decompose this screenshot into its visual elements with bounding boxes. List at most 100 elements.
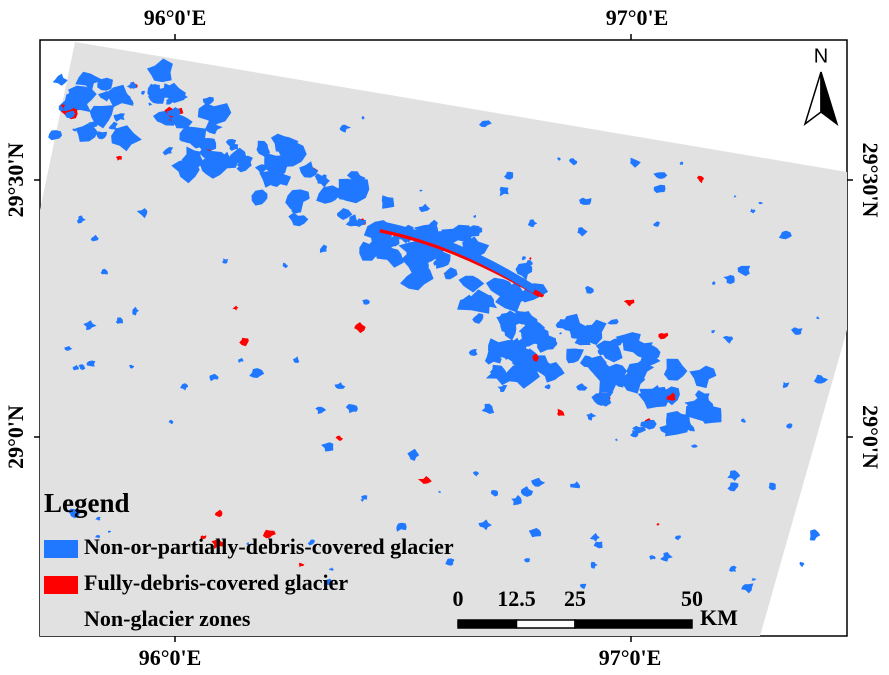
glacier-patch [528, 528, 542, 538]
glacier-patch [630, 157, 641, 168]
lon-label: 96°0'E [144, 5, 207, 30]
glacier-patch [555, 321, 565, 328]
legend-label: Non-glacier zones [84, 606, 251, 631]
glacier-patch [288, 212, 309, 227]
glacier-patch [675, 413, 691, 426]
glacier-patch [298, 562, 305, 568]
glacier-patch [751, 577, 757, 581]
glacier-patch [441, 224, 472, 246]
glacier-patch [419, 189, 423, 192]
glacier-patch [585, 285, 594, 294]
glacier-patch [473, 214, 477, 218]
glacier-patch [495, 280, 532, 313]
glacier-patch [293, 356, 300, 363]
glacier-patch [236, 158, 251, 173]
glacier-patch [246, 542, 250, 546]
glacier-patch [359, 241, 379, 261]
glacier-patch [596, 391, 614, 407]
glacier-patch [607, 319, 619, 325]
glacier-patch [86, 360, 96, 367]
glacier-patch [136, 208, 148, 219]
glacier-patch [132, 306, 139, 316]
glacier-patch [590, 561, 598, 569]
glacier-patch [527, 219, 538, 228]
glacier-patch [557, 157, 561, 161]
glacier-patch [329, 567, 334, 571]
glacier-patch [214, 151, 239, 170]
glacier-patch [653, 172, 668, 179]
glacier-patch [497, 312, 522, 335]
glacier-patch [786, 423, 793, 429]
glacier-patch [623, 299, 635, 307]
glacier-patch [413, 245, 445, 262]
glacier-patch [690, 444, 698, 448]
glacier-patch [589, 532, 600, 542]
glacier-patch [126, 128, 130, 132]
glacier-patch [148, 102, 153, 106]
legend: Non-or-partially-debris-covered glacier F… [44, 534, 454, 631]
glacier-patch [90, 234, 99, 242]
glacier-patch [537, 335, 557, 353]
terrain [40, 42, 847, 636]
glacier-patch [592, 361, 614, 381]
glacier-patch [282, 262, 288, 269]
glacier-patch [511, 495, 522, 506]
glacier-patch [438, 490, 441, 493]
glacier-patch [539, 293, 545, 298]
glacier-trunk [379, 221, 538, 294]
glacier-patch [214, 509, 223, 518]
glacier-patch [126, 82, 137, 89]
glacier-patch [458, 275, 485, 293]
scale-unit: KM [700, 605, 738, 630]
glacier-patch [319, 244, 328, 253]
glacier-patch [768, 482, 776, 491]
glacier-patch [400, 264, 434, 291]
glacier-patch [445, 558, 455, 566]
glacier-patch [524, 558, 531, 563]
glacier-patch [479, 120, 492, 128]
glacier-patch [737, 265, 751, 277]
glacier-patch [360, 495, 368, 501]
glacier-patch [361, 116, 365, 120]
glacier-patch [204, 119, 223, 135]
glacier-patch [666, 392, 676, 401]
glacier-patch [95, 516, 101, 521]
glacier-patch [658, 332, 669, 340]
north-label: N [814, 45, 828, 67]
glacier-patch [614, 376, 630, 388]
glacier-patch [520, 486, 534, 497]
legend-swatch [44, 576, 78, 594]
glacier-patch [566, 348, 584, 364]
lon-label: 97°0'E [599, 645, 662, 670]
glacier-patch [679, 161, 684, 165]
glacier-patch [630, 429, 640, 438]
glacier-patch [576, 383, 588, 391]
glacier-patch [531, 477, 546, 487]
glacier-patch [497, 384, 508, 392]
glacier-patch [504, 171, 514, 180]
glacier-patch [457, 289, 490, 314]
glacier-patch [472, 471, 480, 477]
glacier-patch [640, 345, 661, 361]
glacier-patch [544, 384, 551, 390]
glacier-patch [689, 365, 717, 389]
glacier-patch [640, 419, 657, 430]
lon-label: 97°0'E [606, 5, 669, 30]
glacier-patch [782, 381, 790, 389]
glacier-patch [396, 522, 407, 532]
glacier-patch [108, 121, 119, 131]
legend-label: Fully-debris-covered glacier [84, 570, 348, 595]
glacier-patch [407, 448, 420, 461]
glacier-patch [663, 358, 688, 381]
glacier-patch [741, 583, 754, 594]
glacier-patch [68, 508, 81, 519]
glacier-patch [52, 73, 68, 86]
glacier-patch [228, 161, 232, 165]
glacier-patch [222, 258, 229, 264]
glacier-patch [570, 332, 579, 339]
glacier-patch [656, 523, 660, 526]
glacier-patch [96, 131, 108, 140]
glacier-patch [75, 122, 98, 142]
glacier-patch [465, 225, 480, 240]
